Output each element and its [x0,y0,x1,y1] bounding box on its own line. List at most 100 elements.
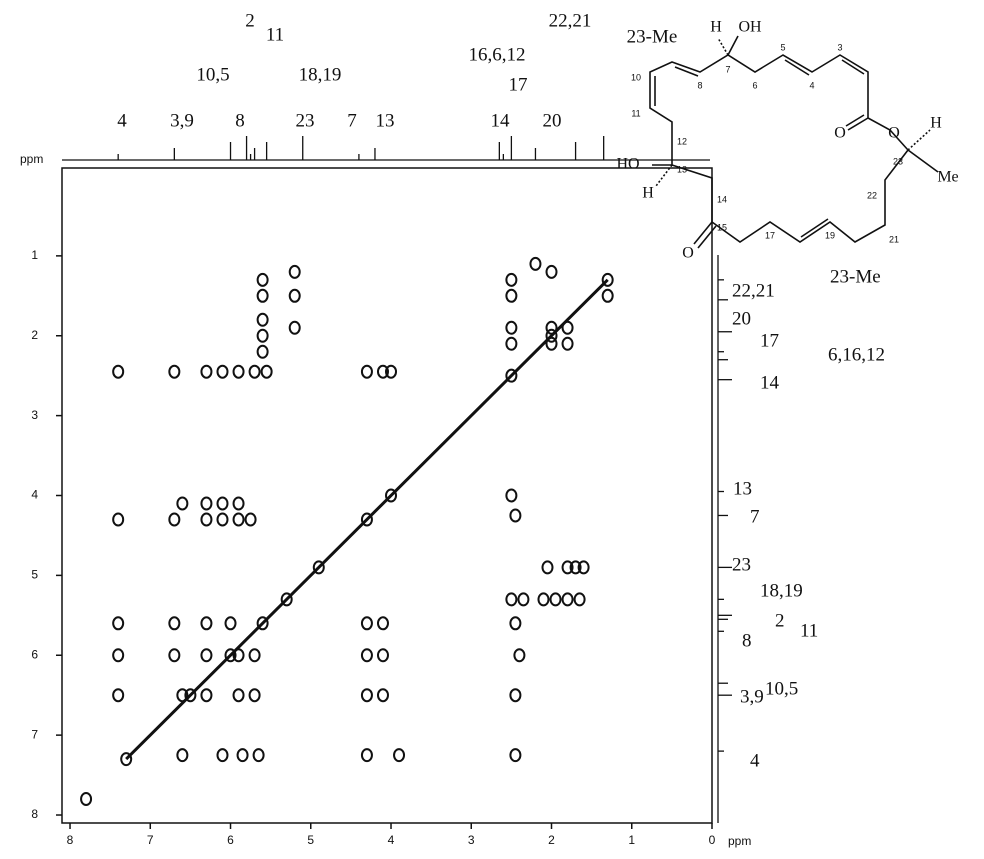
cross-peak [224,616,237,631]
top-peak-label: 16,6,12 [469,44,526,65]
cross-peak [561,592,574,607]
cross-peak [509,616,522,631]
cross-peak [112,648,125,663]
cross-peak [529,256,542,271]
cross-peak [288,320,301,335]
cross-peak [232,496,245,511]
cross-peak [256,312,269,327]
structure-label: H [710,19,722,36]
cross-peak [176,688,189,703]
diagonal [125,278,609,761]
x-tick-label: 5 [307,833,314,847]
cross-peak [601,288,614,303]
cross-peak [200,616,213,631]
methyl-bond [907,149,939,173]
cross-peak [200,364,213,379]
cross-peak [360,364,373,379]
x-tick-label: 0 [709,833,716,847]
x-tick-label: 2 [548,833,555,847]
cross-peak [184,688,197,703]
right-peak-label: 6,16,12 [828,344,885,365]
right-peak-label: 13 [733,478,752,499]
right-peak-label: 22,21 [732,280,775,301]
cross-peak [168,616,181,631]
cross-peak [541,560,554,575]
cross-peak [176,748,189,763]
structure-label: H [642,185,654,202]
structure-label: 11 [631,108,640,118]
top-peak-label: 7 [347,110,357,131]
carbonyl-bond [693,221,713,245]
cross-peak [376,616,389,631]
top-peak-label: 13 [376,110,395,131]
cross-peak [360,616,373,631]
right-peak-label: 10,5 [765,678,798,699]
structure-label: H [930,115,942,132]
right-peak-label: 11 [800,620,818,641]
oh-bond [727,35,739,56]
structure-label: HO [616,156,639,173]
cross-peak [112,616,125,631]
carbonyl-bond [847,117,869,131]
cross-peak [216,748,229,763]
top-peak-label: 2 [245,10,255,31]
structure-label: 15 [717,222,727,232]
structure-label: 21 [889,234,899,244]
cross-peak [176,496,189,511]
cross-peak [232,512,245,527]
structure-label: 22 [867,190,877,200]
cross-peak [216,512,229,527]
structure-label: Me [937,169,958,186]
cross-peak [216,496,229,511]
right-peak-label: 23-Me [830,266,881,287]
top-peak-label: 10,5 [196,64,229,85]
right-peak-label: 20 [732,308,751,329]
cross-peak [248,364,261,379]
cross-peak [168,364,181,379]
structure-label: 12 [677,136,687,146]
cross-peak [505,592,518,607]
cross-peak [376,648,389,663]
cross-peak [376,688,389,703]
right-peak-label: 23 [732,554,751,575]
cross-peak [256,288,269,303]
carbonyl-bond [845,114,865,127]
cross-peak [244,512,257,527]
cross-peak [360,748,373,763]
top-peak-label: 17 [509,74,528,95]
cross-peak [505,320,518,335]
carbonyl-bond [697,225,717,249]
structure-label: 7 [725,64,730,74]
cross-peak [120,752,133,767]
cross-peak [385,488,398,503]
double-bond [674,66,699,77]
cross-peak [224,648,237,663]
structure-label: 14 [717,194,727,204]
y-tick-label: 7 [31,727,38,741]
x-tick-label: 4 [388,833,395,847]
x-tick-label: 8 [67,833,74,847]
structure-label: 13 [677,164,687,174]
x-axis-label: ppm [728,834,751,848]
cross-peak [360,648,373,663]
cross-peak [280,592,293,607]
top-peak-label: 23-Me [627,26,678,47]
x-tick-label: 1 [628,833,635,847]
structure-label: OH [738,19,762,36]
h-bond [717,37,729,56]
cross-peak [393,748,406,763]
cross-peak [561,560,574,575]
cross-peak [256,616,269,631]
structure-label: 8 [697,80,702,90]
right-peak-label: 17 [760,330,779,351]
cross-peak [601,272,614,287]
structure-label: 10 [631,72,641,82]
structure-label: O [834,125,846,142]
y-tick-label: 1 [31,248,38,262]
h-bond [907,129,931,151]
cross-peak [573,592,586,607]
cross-peak [168,512,181,527]
cross-peak [248,648,261,663]
cross-peak [112,688,125,703]
right-peak-label: 7 [750,506,760,527]
